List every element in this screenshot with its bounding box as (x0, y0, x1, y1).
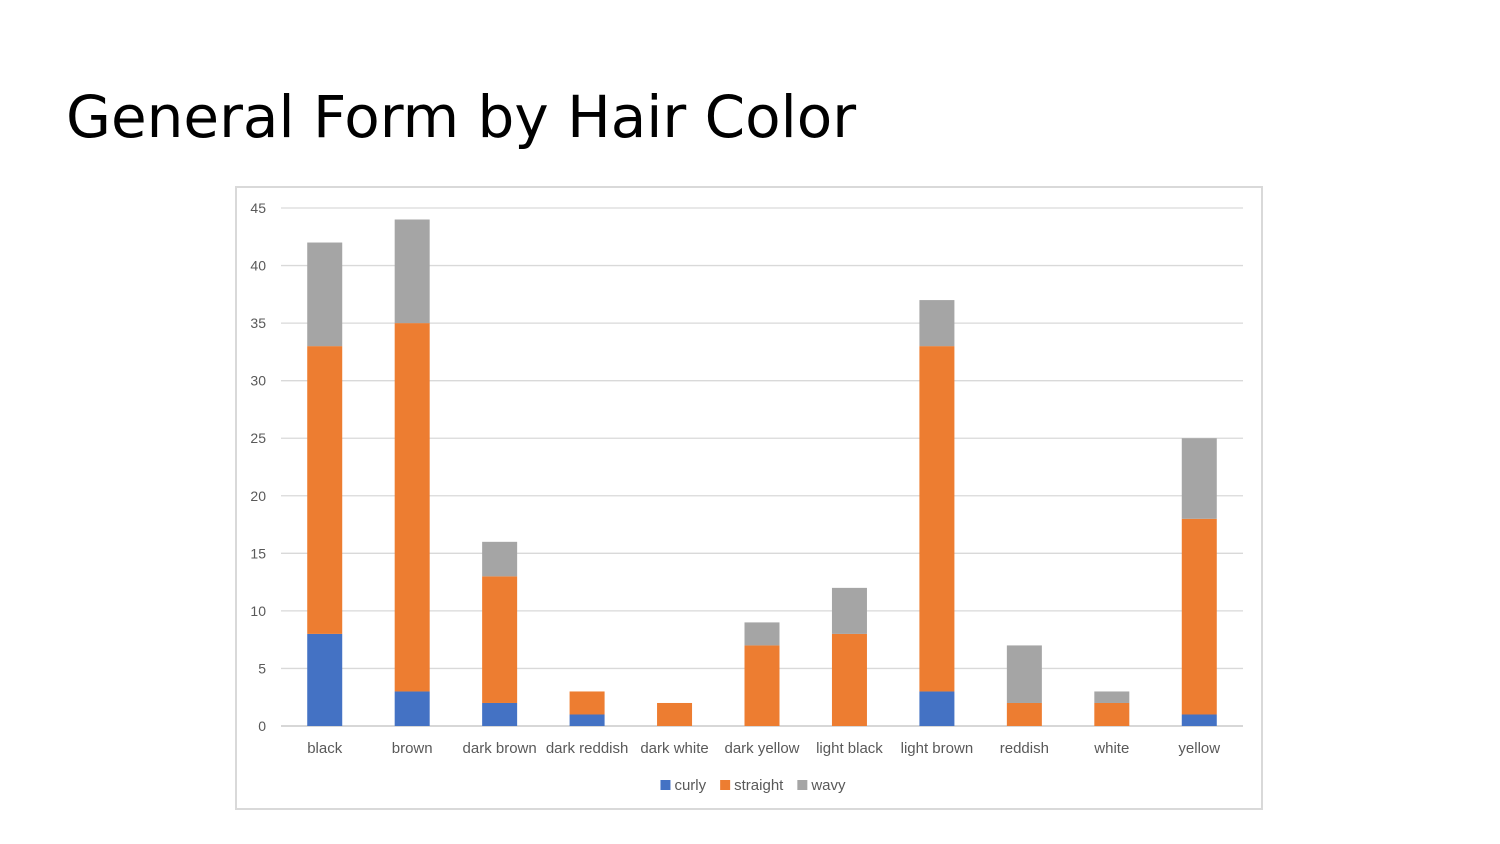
y-tick-label: 0 (258, 718, 266, 734)
bar-straight-dark-white (657, 702, 693, 726)
x-category-label: dark white (640, 740, 708, 757)
legend-label-straight: straight (734, 777, 784, 794)
x-category-label: light black (816, 740, 883, 757)
bar-curly-light-brown (919, 691, 955, 726)
bar-curly-black (307, 633, 343, 726)
y-tick-label: 35 (250, 315, 266, 331)
bar-straight-light-black (831, 633, 867, 726)
x-category-label: white (1093, 740, 1129, 757)
y-tick-label: 5 (258, 660, 266, 676)
x-category-label: dark brown (463, 740, 537, 757)
bar-straight-dark-reddish (569, 691, 605, 715)
bar-wavy-yellow (1181, 438, 1217, 519)
bar-curly-brown (394, 691, 430, 726)
bar-curly-dark-reddish (569, 714, 605, 726)
bar-straight-white (1094, 702, 1130, 726)
y-tick-label: 20 (250, 488, 266, 504)
x-category-label: dark yellow (724, 740, 799, 757)
bar-wavy-brown (394, 219, 430, 324)
legend-label-curly: curly (674, 777, 706, 794)
gridlines (281, 207, 1243, 727)
x-category-label: yellow (1178, 740, 1220, 757)
y-tick-label: 10 (250, 603, 266, 619)
slide-title: General Form by Hair Color (66, 83, 857, 151)
y-axis-ticks: 0 5 10 15 20 25 30 35 40 45 (250, 200, 266, 734)
bar-wavy-dark-brown (482, 541, 518, 577)
bar-straight-yellow (1181, 518, 1217, 715)
x-category-label: black (307, 740, 343, 757)
bar-wavy-white (1094, 691, 1130, 703)
legend-swatch-wavy (797, 780, 808, 790)
y-tick-label: 45 (250, 200, 266, 216)
y-tick-label: 15 (250, 545, 266, 561)
x-axis-labels: black brown dark brown dark reddish dark whi… (307, 740, 1220, 757)
legend-swatch-curly (660, 780, 671, 790)
bar-straight-brown (394, 323, 430, 692)
x-category-label: light brown (901, 740, 974, 757)
legend: curly straight wavy (660, 777, 846, 794)
bar-wavy-black (307, 242, 343, 347)
bar-straight-reddish (1006, 702, 1042, 726)
bar-wavy-reddish (1006, 645, 1042, 703)
bar-curly-yellow (1181, 714, 1217, 726)
bar-straight-dark-yellow (744, 645, 780, 726)
x-category-label: dark reddish (546, 740, 629, 757)
y-tick-label: 25 (250, 430, 266, 446)
x-category-label: brown (392, 740, 433, 757)
bar-wavy-dark-yellow (744, 622, 780, 646)
y-tick-label: 30 (250, 373, 266, 389)
bar-straight-black (307, 346, 343, 634)
x-category-label: reddish (1000, 740, 1049, 757)
bar-straight-dark-brown (482, 576, 518, 703)
bar-wavy-light-black (831, 587, 867, 634)
y-tick-label: 40 (250, 258, 266, 274)
bar-straight-light-brown (919, 346, 955, 692)
legend-swatch-straight (720, 780, 731, 790)
bars (307, 219, 1217, 726)
bar-wavy-light-brown (919, 300, 955, 347)
bar-curly-dark-brown (482, 702, 518, 726)
legend-label-wavy: wavy (810, 777, 846, 794)
